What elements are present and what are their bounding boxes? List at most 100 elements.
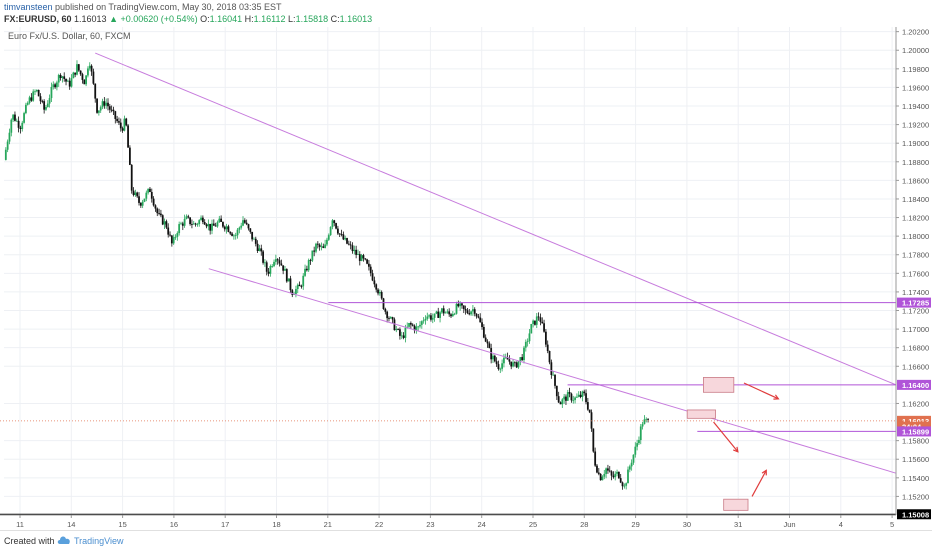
candle-up <box>601 476 604 481</box>
x-tick-label: 15 <box>118 520 126 529</box>
candle-up <box>234 235 237 237</box>
x-tick-label: 16 <box>170 520 178 529</box>
candle-up <box>574 397 576 400</box>
candle-up <box>307 260 310 271</box>
projection-box <box>703 377 735 393</box>
candle-down <box>579 394 582 397</box>
candle-down <box>316 243 319 245</box>
candle-up <box>455 303 458 314</box>
price-label-bg <box>897 415 931 426</box>
created-with-label: Created with <box>4 536 55 546</box>
candle-up <box>99 107 102 111</box>
candle-down <box>521 357 524 361</box>
candle-down <box>508 359 511 362</box>
candle-down <box>127 125 129 148</box>
candle-up <box>134 192 137 196</box>
candle-up <box>236 229 239 236</box>
candle-up <box>636 443 639 447</box>
candle-down <box>90 65 93 72</box>
candle-down <box>149 188 151 192</box>
price-label: 1.15899 <box>902 427 929 436</box>
candle-down <box>596 465 598 473</box>
x-tick-label: 11 <box>16 520 24 529</box>
candle-up <box>21 122 24 130</box>
x-tick-label: 5 <box>890 520 894 529</box>
projection-arrow-head <box>761 469 767 476</box>
tradingview-brand[interactable]: TradingView <box>74 536 124 546</box>
candle-down <box>119 122 122 129</box>
candle-up <box>66 80 69 82</box>
candle-down <box>305 268 308 271</box>
candle-up <box>143 198 146 202</box>
candle-up <box>207 223 210 227</box>
candle-up <box>225 226 228 230</box>
candle-down <box>557 396 560 403</box>
candle-up <box>145 192 148 199</box>
candle-down <box>191 224 193 225</box>
candle-up <box>141 201 144 206</box>
candle-up <box>302 275 305 287</box>
candle-up <box>415 326 418 331</box>
candle-down <box>54 84 56 88</box>
x-tick-label: 18 <box>272 520 280 529</box>
candle-up <box>453 313 456 315</box>
y-tick-label: 1.15800 <box>902 437 929 446</box>
candle-down <box>486 341 489 344</box>
candle-up <box>180 223 182 225</box>
candle-up <box>408 323 410 327</box>
candle-up <box>572 399 575 401</box>
candle-down <box>349 244 352 246</box>
candle-up <box>576 396 578 398</box>
candle-down <box>534 320 536 325</box>
candle-up <box>52 84 55 87</box>
candle-down <box>300 286 303 287</box>
y-tick-label: 1.17400 <box>902 288 929 297</box>
candle-down <box>43 101 46 110</box>
candle-up <box>523 347 525 361</box>
candle-up <box>526 341 529 342</box>
candle-up <box>76 64 78 75</box>
candle-down <box>336 228 339 234</box>
y-tick-label: 1.16600 <box>902 362 929 371</box>
candle-down <box>212 223 215 226</box>
candle-down <box>262 251 264 263</box>
candle-down <box>610 471 613 476</box>
candle-up <box>400 335 403 337</box>
candle-up <box>232 235 235 237</box>
candle-up <box>264 262 266 264</box>
candle-down <box>68 80 71 87</box>
x-tick-label: 23 <box>426 520 434 529</box>
candle-up <box>503 357 505 364</box>
author-link[interactable]: timvansteen <box>4 2 53 12</box>
candle-down <box>448 311 451 315</box>
candlestick-chart[interactable]: 1.20200 1.20000 1.19800 1.19600 1.19400 1.192… <box>0 27 932 530</box>
symbol-label[interactable]: FX:EURUSD, 60 <box>4 14 72 24</box>
candle-down <box>247 224 250 229</box>
candle-down <box>391 317 394 320</box>
candle-up <box>641 424 644 427</box>
candle-up <box>200 217 202 221</box>
candle-up <box>528 333 531 342</box>
y-tick-label: 1.18400 <box>902 195 929 204</box>
candle-down <box>612 475 615 478</box>
candle-down <box>181 223 184 226</box>
candle-down <box>138 196 140 203</box>
price-axis-bg <box>896 27 932 530</box>
candle-down <box>280 263 283 266</box>
time-axis: 11 14 15 16 17 18 21 22 23 24 25 28 29 30 31 Jun 4 5 <box>0 514 896 529</box>
candle-down <box>37 89 40 97</box>
candle-up <box>176 233 179 237</box>
candle-up <box>566 392 569 401</box>
candle-down <box>81 74 84 80</box>
candle-down <box>366 259 368 264</box>
candle-down <box>333 220 336 224</box>
chart-frame[interactable]: 1.20200 1.20000 1.19800 1.19600 1.19400 1.192… <box>0 27 932 530</box>
x-tick-label: 28 <box>580 520 588 529</box>
candle-down <box>351 245 354 252</box>
candle-up <box>451 313 454 317</box>
candle-down <box>559 402 562 405</box>
x-tick-label: 22 <box>375 520 383 529</box>
close-value: 1.16013 <box>339 14 373 24</box>
y-tick-label: 1.18600 <box>902 176 929 185</box>
y-tick-label: 1.19800 <box>902 65 929 74</box>
